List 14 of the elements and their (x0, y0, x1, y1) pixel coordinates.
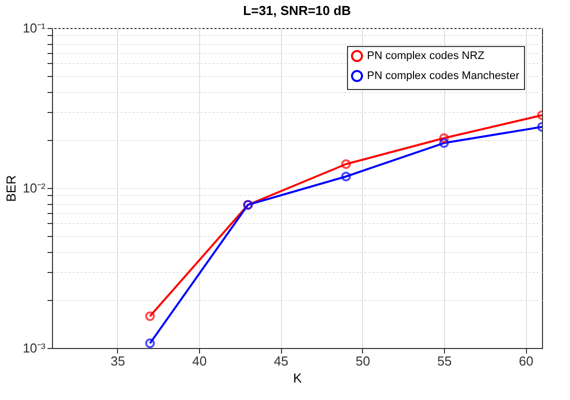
legend-label: PN complex codes Manchester (367, 70, 520, 82)
y-tick-label: 10⁻³ (22, 340, 46, 356)
x-axis-title: K (293, 370, 302, 386)
y-tick-label: 10⁻¹ (22, 20, 46, 36)
x-tick-label: 55 (437, 354, 452, 368)
x-tick-label: 45 (274, 354, 288, 368)
y-tick-label: 10⁻² (22, 180, 46, 196)
y-axis-title: BER (4, 175, 19, 202)
x-tick-label: 60 (518, 354, 534, 368)
x-tick-label: 35 (110, 354, 126, 368)
chart-title: L=31, SNR=10 dB (243, 3, 351, 18)
x-tick-label: 40 (192, 354, 207, 368)
legend-label: PN complex codes NRZ (367, 50, 485, 62)
x-tick-label: 50 (356, 354, 370, 368)
